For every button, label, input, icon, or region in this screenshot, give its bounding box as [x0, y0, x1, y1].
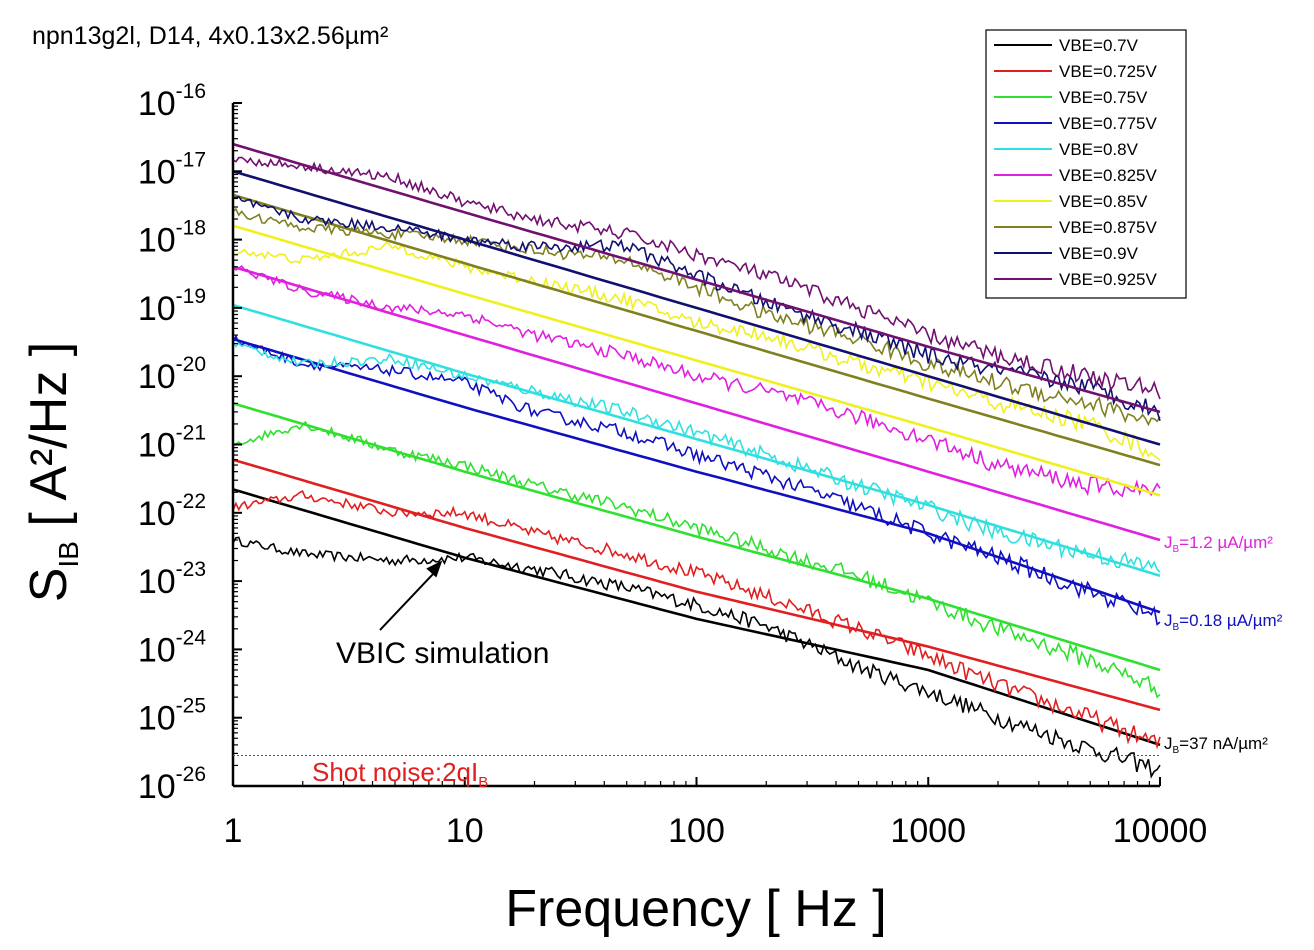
y-tick-labels: 10-16 10-17 10-18 10-19 10-20 10-21 10-22 10-23…: [138, 80, 207, 806]
x-tick-label: 100: [668, 812, 725, 850]
y-tick-label: 10-21: [138, 422, 206, 465]
jb-label: JB=1.2 µA/µm²: [1164, 533, 1273, 555]
legend-label-VBE=0.825V: VBE=0.825V: [1059, 166, 1157, 185]
series-VBE=0.725V: [232, 458, 1161, 750]
simulation-line-VBE=0.775V: [232, 337, 1161, 614]
legend-label-VBE=0.7V: VBE=0.7V: [1059, 36, 1139, 55]
series-VBE=0.8V: [232, 303, 1161, 577]
vbic-simulation-label: VBIC simulation: [336, 637, 549, 670]
simulation-line-VBE=0.925V: [232, 142, 1161, 414]
jb-label: JB=0.18 µA/µm²: [1164, 611, 1283, 633]
simulation-line-VBE=0.725V: [232, 458, 1161, 712]
measured-line-VBE=0.925V: [232, 156, 1161, 400]
legend-label-VBE=0.775V: VBE=0.775V: [1059, 114, 1157, 133]
series-VBE=0.775V: [232, 334, 1161, 626]
simulation-line-VBE=0.875V: [232, 193, 1161, 467]
y-tick-label: 10-24: [138, 626, 207, 669]
vbic-arrow-head: [426, 560, 443, 578]
x-tick-label: 1: [224, 812, 243, 850]
series-VBE=0.825V: [232, 265, 1161, 542]
legend-label-VBE=0.725V: VBE=0.725V: [1059, 62, 1157, 81]
measured-line-VBE=0.7V: [232, 536, 1161, 779]
y-tick-label: 10-18: [138, 217, 206, 260]
series-VBE=0.75V: [232, 402, 1161, 699]
y-axis-label: SIB [ A²/Hz ]: [20, 342, 84, 603]
simulation-line-VBE=0.7V: [232, 488, 1161, 747]
x-tick-label: 10000: [1113, 812, 1208, 850]
measured-line-VBE=0.875V: [232, 207, 1161, 427]
legend-label-VBE=0.8V: VBE=0.8V: [1059, 140, 1139, 159]
shot-noise-label: Shot noise:2qIB: [312, 757, 488, 791]
series-VBE=0.7V: [232, 488, 1161, 779]
y-tick-label: 10-20: [138, 353, 206, 396]
simulation-line-VBE=0.75V: [232, 402, 1161, 672]
measured-line-VBE=0.825V: [232, 265, 1161, 498]
series-VBE=0.85V: [232, 224, 1161, 497]
data-series: [232, 142, 1161, 779]
y-tick-label: 10-19: [138, 285, 206, 328]
y-tick-label: 10-22: [138, 490, 206, 533]
measured-line-VBE=0.725V: [232, 490, 1161, 750]
measured-line-VBE=0.8V: [232, 340, 1161, 573]
x-tick-labels: 1 10 100 1000 10000: [224, 812, 1208, 850]
legend-label-VBE=0.85V: VBE=0.85V: [1059, 192, 1148, 211]
series-VBE=0.875V: [232, 193, 1161, 467]
legend: VBE=0.7V VBE=0.725V VBE=0.75V VBE=0.775V VBE…: [985, 29, 1187, 299]
annotations: Shot noise:2qIB VBIC simulation JB=1.2 µA/…: [233, 533, 1283, 791]
svg-text:SIB [ A²/Hz ]: SIB [ A²/Hz ]: [20, 342, 84, 603]
measured-line-VBE=0.775V: [232, 334, 1161, 626]
y-tick-label: 10-26: [138, 763, 206, 806]
legend-label-VBE=0.9V: VBE=0.9V: [1059, 244, 1139, 263]
vbic-arrow-line: [379, 569, 438, 631]
axes: [231, 102, 1161, 788]
y-tick-label: 10-17: [138, 148, 206, 191]
measured-line-VBE=0.85V: [232, 241, 1161, 461]
chart-title: npn13g2l, D14, 4x0.13x2.56µm²: [32, 22, 388, 50]
y-tick-label: 10-16: [138, 80, 206, 123]
series-VBE=0.925V: [232, 142, 1161, 414]
x-tick-label: 10: [446, 812, 484, 850]
simulation-line-VBE=0.8V: [232, 303, 1161, 577]
legend-label-VBE=0.875V: VBE=0.875V: [1059, 218, 1157, 237]
x-axis-label: Frequency [ Hz ]: [505, 880, 886, 938]
y-axis-label-sub: IB: [53, 541, 84, 567]
simulation-line-VBE=0.85V: [232, 224, 1161, 497]
legend-label-VBE=0.75V: VBE=0.75V: [1059, 88, 1148, 107]
y-tick-label: 10-23: [138, 558, 206, 601]
y-axis-label-rest: [ A²/Hz ]: [20, 342, 78, 541]
simulation-line-VBE=0.825V: [232, 265, 1161, 542]
y-tick-label: 10-25: [138, 695, 206, 738]
legend-label-VBE=0.925V: VBE=0.925V: [1059, 270, 1157, 289]
jb-label: JB=37 nA/µm²: [1164, 734, 1268, 756]
x-tick-label: 1000: [890, 812, 966, 850]
simulation-line-VBE=0.9V: [232, 170, 1161, 446]
y-axis-label-main: S: [20, 568, 78, 603]
